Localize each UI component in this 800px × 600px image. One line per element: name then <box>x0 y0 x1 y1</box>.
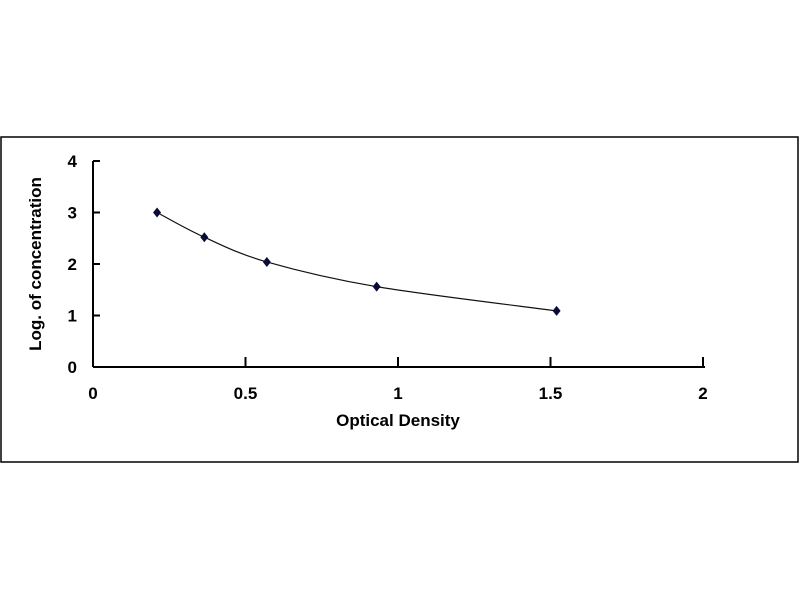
y-tick-label: 0 <box>68 358 77 377</box>
x-tick-label: 1 <box>393 384 402 403</box>
series-line <box>156 211 557 312</box>
y-axis-title: Log. of concentration <box>26 177 45 351</box>
y-tick-label: 2 <box>68 255 77 274</box>
data-point <box>153 207 162 218</box>
x-tick-label: 2 <box>698 384 707 403</box>
x-axis-title: Optical Density <box>336 411 460 430</box>
y-tick-label: 1 <box>68 307 77 326</box>
data-point <box>200 232 209 243</box>
data-point <box>262 256 271 267</box>
data-point <box>552 305 561 316</box>
chart-frame <box>0 136 799 463</box>
x-tick-label: 0 <box>88 384 97 403</box>
y-tick-label: 4 <box>68 152 78 171</box>
data-point <box>372 281 381 292</box>
x-tick-label: 1.5 <box>539 384 563 403</box>
x-tick-label: 0.5 <box>234 384 258 403</box>
y-tick-label: 3 <box>68 204 77 223</box>
